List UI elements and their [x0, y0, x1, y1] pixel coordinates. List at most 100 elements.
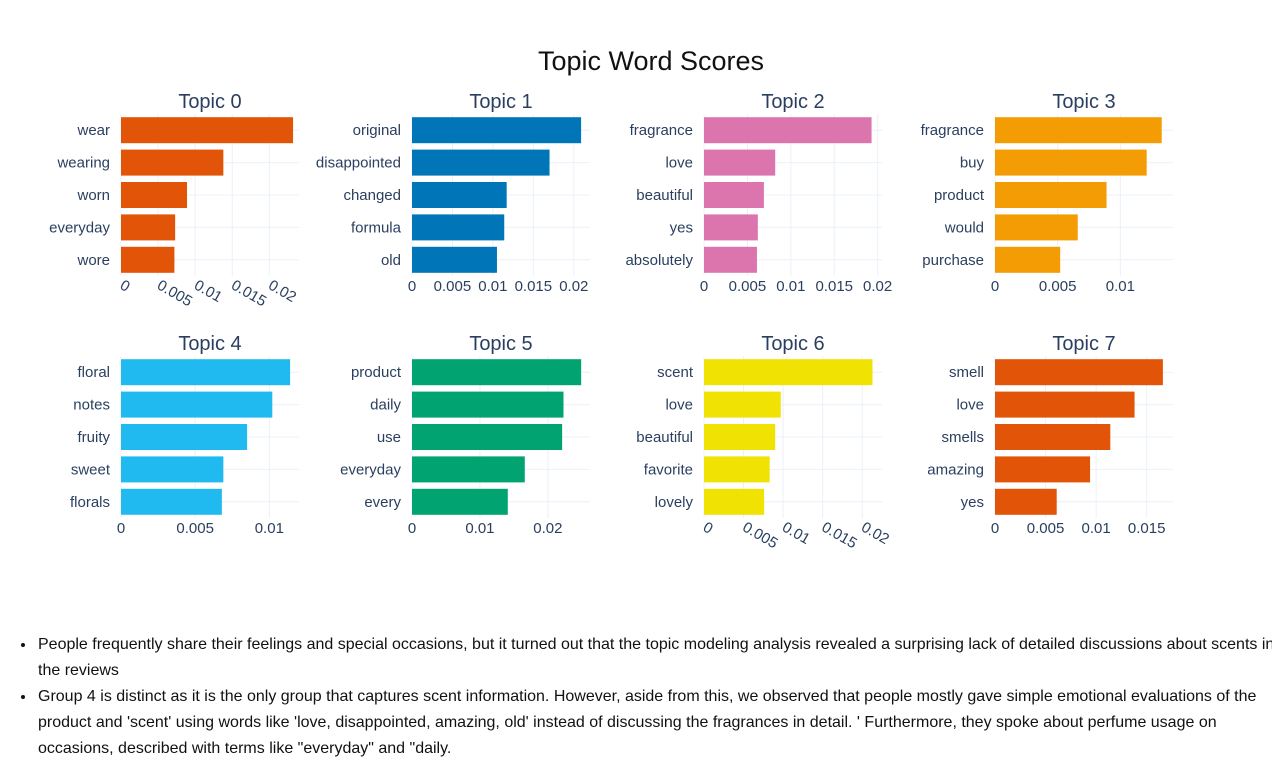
category-label: love: [956, 397, 984, 414]
x-tick-label: 0.01: [465, 520, 494, 537]
figure-title: Topic Word Scores: [538, 46, 764, 76]
bar-worn: [121, 182, 188, 208]
category-label: would: [944, 219, 984, 236]
bar-wore: [121, 246, 175, 273]
category-label: fragrance: [630, 122, 693, 139]
bar-scent: [704, 359, 873, 386]
category-label: use: [377, 429, 401, 446]
category-label: yes: [961, 494, 984, 511]
category-label: everyday: [340, 461, 401, 478]
x-tick-label: 0.005: [740, 519, 781, 552]
category-label: favorite: [644, 461, 693, 478]
bar-disappointed: [412, 149, 550, 176]
x-tick-label: 0.01: [191, 277, 225, 306]
subplot-title: Topic 6: [761, 333, 824, 355]
subplot-topic-4: Topic 4 floral notes fruity sweet florals 0 0.0…: [70, 333, 299, 537]
bar-old: [412, 246, 497, 273]
bar-everyday: [412, 456, 525, 483]
subplot-topic-7: Topic 7 smell love smells amazing yes 0 0.005 0.…: [927, 333, 1173, 537]
x-tick-label: 0.005: [434, 278, 472, 295]
category-label: formula: [351, 219, 402, 236]
bar-purchase: [995, 246, 1061, 273]
bar-favorite: [704, 456, 770, 483]
subplot-topic-3: Topic 3 fragrance buy product would purchase 0…: [921, 91, 1173, 295]
bar-formula: [412, 214, 505, 241]
category-label: beautiful: [636, 187, 693, 204]
bar-fruity: [121, 424, 248, 450]
x-tick-label: 0.015: [815, 278, 853, 295]
x-tick-label: 0.01: [1082, 520, 1111, 537]
bar-everyday: [121, 214, 176, 241]
subplot-title: Topic 1: [469, 91, 532, 113]
subplot-title: Topic 3: [1052, 91, 1115, 113]
bar-smell: [995, 359, 1163, 386]
x-tick-label: 0: [991, 520, 999, 537]
bar-love: [704, 149, 776, 176]
subplot-title: Topic 7: [1052, 333, 1115, 355]
bar-changed: [412, 182, 507, 208]
category-label: old: [381, 252, 401, 269]
x-tick-label: 0.005: [1027, 520, 1065, 537]
subplot-topic-6: Topic 6 scent love beautiful favorite lovely 0…: [636, 333, 892, 552]
x-tick-label: 0.02: [863, 278, 892, 295]
bar-beautiful: [704, 424, 776, 450]
category-label: scent: [657, 364, 694, 381]
x-tick-label: 0.01: [779, 519, 813, 548]
category-label: daily: [370, 397, 401, 414]
category-label: absolutely: [625, 252, 693, 269]
category-label: lovely: [655, 494, 694, 511]
category-label: worn: [76, 187, 110, 204]
category-label: notes: [73, 397, 110, 414]
x-tick-label: 0.015: [228, 277, 269, 310]
category-label: love: [665, 397, 693, 414]
category-label: disappointed: [316, 155, 401, 172]
bar-wearing: [121, 149, 224, 176]
category-label: fruity: [77, 429, 110, 446]
bar-notes: [121, 391, 273, 418]
x-tick-label: 0: [408, 520, 416, 537]
bar-fragrance: [704, 117, 872, 144]
category-label: amazing: [927, 461, 984, 478]
bar-florals: [121, 488, 222, 515]
category-label: every: [364, 494, 401, 511]
category-label: changed: [343, 187, 401, 204]
category-label: everyday: [49, 219, 110, 236]
bar-yes: [704, 214, 758, 241]
x-tick-label: 0: [117, 277, 133, 296]
x-tick-label: 0.005: [176, 520, 214, 537]
x-tick-label: 0.015: [515, 278, 553, 295]
bar-beautiful: [704, 182, 764, 208]
bar-original: [412, 117, 582, 144]
x-tick-label: 0: [117, 520, 125, 537]
bar-product: [995, 182, 1107, 208]
category-label: wear: [76, 122, 110, 139]
x-tick-label: 0.02: [858, 519, 892, 548]
bar-floral: [121, 359, 291, 386]
x-tick-label: 0.005: [1039, 278, 1077, 295]
subplot-title: Topic 5: [469, 333, 532, 355]
bar-buy: [995, 149, 1147, 176]
category-label: beautiful: [636, 429, 693, 446]
category-label: wore: [76, 252, 110, 269]
category-label: wearing: [56, 155, 110, 172]
category-label: buy: [960, 155, 985, 172]
subplot-title: Topic 2: [761, 91, 824, 113]
subplot-title: Topic 4: [178, 333, 241, 355]
bar-absolutely: [704, 246, 757, 273]
x-tick-label: 0.01: [776, 278, 805, 295]
category-label: product: [934, 187, 985, 204]
x-tick-label: 0.02: [265, 277, 299, 306]
bar-every: [412, 488, 508, 515]
bar-amazing: [995, 456, 1091, 483]
findings-list: People frequently share their feelings a…: [18, 632, 1272, 762]
category-label: product: [351, 364, 402, 381]
bar-sweet: [121, 456, 224, 483]
category-label: love: [665, 155, 693, 172]
category-label: florals: [70, 494, 110, 511]
subplot-topic-5: Topic 5 product daily use everyday every 0 0.01…: [340, 333, 590, 537]
finding-item: People frequently share their feelings a…: [36, 632, 1272, 684]
x-tick-label: 0: [991, 278, 999, 295]
bar-smells: [995, 424, 1111, 450]
category-label: yes: [670, 219, 693, 236]
bar-would: [995, 214, 1078, 241]
